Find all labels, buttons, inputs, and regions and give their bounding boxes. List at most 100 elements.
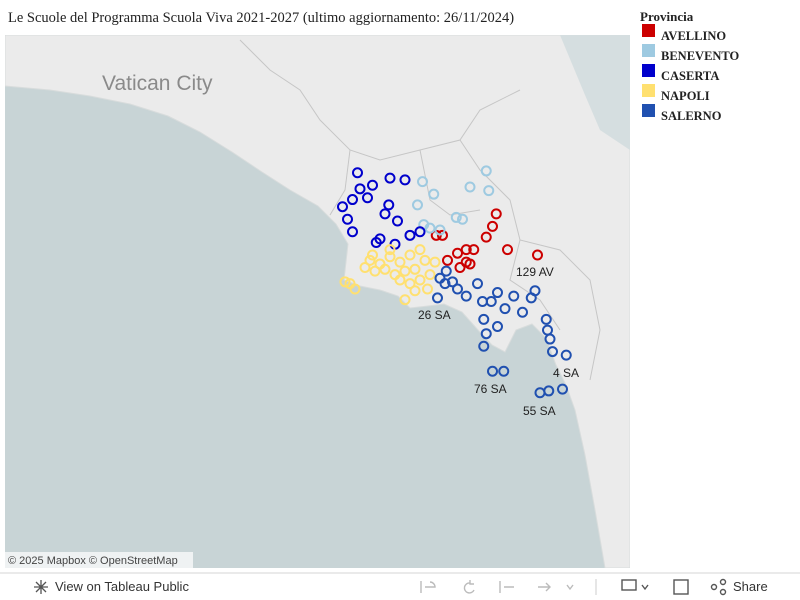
school-point: [480, 165, 492, 177]
share-icon[interactable]: [710, 583, 718, 591]
school-point: [359, 262, 371, 274]
download-icon[interactable]: [621, 579, 637, 591]
school-point: [478, 313, 490, 325]
school-point: [502, 244, 513, 256]
legend-swatch: [642, 24, 655, 37]
school-point: [543, 385, 555, 397]
school-point: [392, 215, 403, 227]
school-point: [367, 179, 378, 191]
school-point: [432, 292, 443, 304]
legend: AVELLINO BENEVENTO CASERTA NAPOLI SALERNO: [642, 24, 740, 123]
map-label: Vatican City: [102, 72, 213, 95]
school-point: [384, 251, 396, 263]
view-link[interactable]: View on Tableau Public: [55, 579, 189, 594]
school-point: [404, 278, 416, 290]
school-point: [364, 254, 376, 266]
school-point: [480, 328, 492, 340]
school-point: [352, 167, 363, 179]
school-point: [370, 236, 382, 248]
school-point: [478, 340, 490, 352]
school-point: [404, 249, 416, 261]
school-point: [349, 283, 361, 295]
school-point: [367, 249, 378, 261]
legend-label: CASERTA: [661, 69, 719, 83]
points: [337, 165, 572, 399]
school-point: [440, 265, 452, 277]
school-point: [452, 247, 463, 259]
school-point: [422, 283, 433, 295]
school-point: [342, 213, 353, 225]
school-point: [399, 174, 411, 186]
map[interactable]: Vatican City 129 AV 26 SA 4 SA 76 SA 55 …: [5, 35, 630, 568]
school-point: [480, 231, 492, 243]
school-point: [399, 294, 411, 306]
school-point: [384, 244, 396, 256]
school-point: [409, 263, 421, 275]
school-point: [517, 306, 528, 318]
school-point: [417, 176, 428, 188]
school-point: [424, 269, 436, 281]
school-point: [464, 181, 476, 193]
school-point: [414, 244, 426, 256]
legend-label: BENEVENTO: [661, 49, 740, 63]
school-point: [508, 290, 520, 302]
school-point: [412, 199, 423, 211]
annotations: 129 AV 26 SA 4 SA 76 SA 55 SA: [418, 265, 579, 418]
school-point: [485, 296, 497, 307]
school-point: [492, 321, 503, 333]
school-point: [379, 208, 391, 220]
annotation: 129 AV: [516, 265, 554, 279]
land: [5, 35, 630, 568]
annotation: 76 SA: [474, 382, 507, 396]
school-point: [529, 285, 541, 297]
school-point: [362, 192, 373, 204]
school-point: [483, 185, 495, 197]
school-point: [468, 244, 480, 256]
fullscreen-icon[interactable]: [673, 579, 689, 595]
school-point: [472, 278, 483, 290]
school-point: [347, 226, 358, 238]
school-point: [384, 172, 396, 184]
school-point: [447, 276, 458, 288]
attribution[interactable]: © 2025 Mapbox © OpenStreetMap: [8, 555, 178, 567]
school-point: [347, 194, 358, 206]
school-point: [428, 188, 440, 200]
school-point: [419, 254, 431, 266]
school-point: [454, 262, 466, 274]
school-point: [487, 220, 498, 232]
school-point: [450, 211, 462, 223]
school-point: [404, 229, 416, 241]
annotation: 26 SA: [418, 308, 451, 322]
school-point: [414, 274, 426, 286]
school-point: [532, 249, 543, 261]
adriatic: [560, 35, 630, 150]
school-point: [337, 201, 348, 213]
share-icon[interactable]: [719, 578, 727, 586]
school-point: [339, 276, 351, 288]
school-point: [424, 222, 436, 234]
share[interactable]: Share: [733, 579, 768, 594]
school-point: [394, 274, 406, 286]
school-point: [429, 256, 441, 268]
school-point: [487, 365, 498, 377]
download-caret[interactable]: [641, 584, 649, 591]
school-point: [409, 285, 421, 297]
school-point: [439, 278, 451, 290]
legend-title: Provincia: [640, 9, 694, 24]
legend-label: AVELLINO: [661, 29, 726, 43]
school-point: [434, 224, 446, 236]
share-icon[interactable]: [719, 588, 727, 596]
school-point: [379, 263, 391, 275]
school-point: [498, 365, 510, 377]
annotation: 4 SA: [553, 366, 579, 380]
tableau-icon: [34, 580, 48, 594]
annotation: 55 SA: [523, 404, 556, 418]
title: Le Scuole del Programma Scuola Viva 2021…: [8, 10, 514, 26]
school-point: [442, 254, 453, 266]
school-point: [492, 287, 503, 299]
legend-swatch: [642, 64, 655, 77]
school-point: [460, 290, 472, 302]
school-point: [383, 199, 395, 211]
